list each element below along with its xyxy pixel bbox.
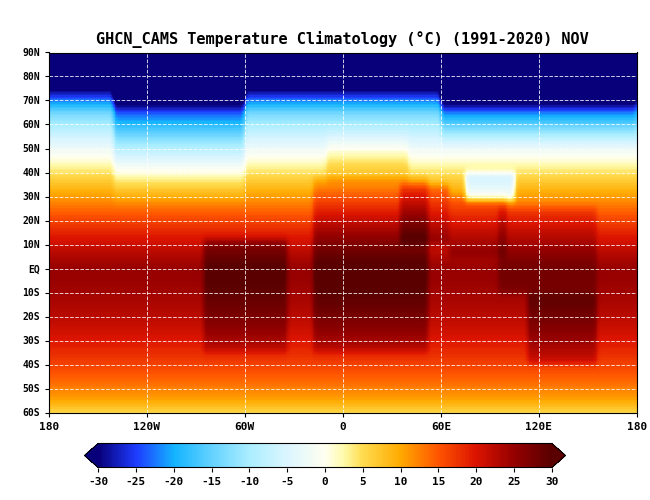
PathPatch shape (84, 444, 98, 468)
Title: GHCN_CAMS Temperature Climatology (°C) (1991-2020) NOV: GHCN_CAMS Temperature Climatology (°C) (… (96, 31, 590, 48)
PathPatch shape (552, 444, 566, 468)
